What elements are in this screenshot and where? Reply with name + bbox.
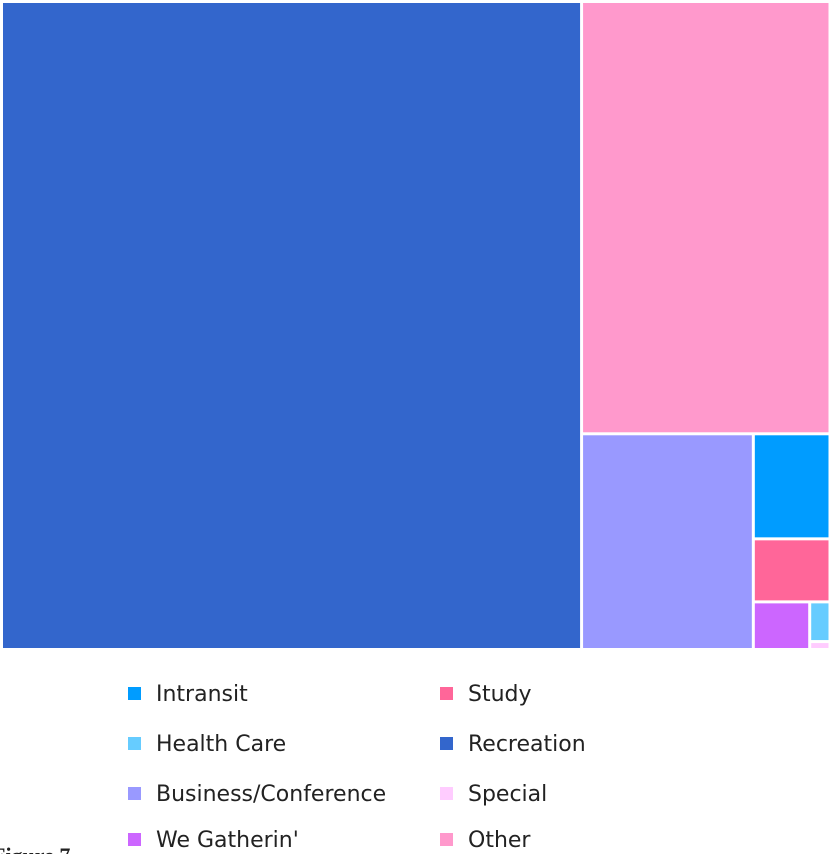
treemap-cell [583, 435, 752, 648]
treemap-cell [811, 643, 829, 648]
legend-swatch [440, 737, 453, 750]
legend-swatch [128, 737, 141, 750]
legend-swatch [440, 787, 453, 800]
legend-label: Other [468, 828, 531, 853]
legend-swatch [128, 833, 141, 846]
figure-caption: Figure 7 [0, 843, 70, 854]
legend-swatch [128, 687, 141, 700]
legend-label: Recreation [468, 732, 586, 757]
treemap-cell [3, 3, 581, 648]
legend-label: Health Care [156, 732, 286, 757]
legend-label: Business/Conference [156, 782, 386, 807]
legend-swatch [440, 833, 453, 846]
treemap-cell [754, 540, 829, 601]
treemap-cell [754, 435, 829, 538]
legend-label: We Gatherin' [156, 828, 299, 853]
treemap-cell [754, 603, 809, 648]
legend-swatch [440, 687, 453, 700]
treemap-cell [811, 603, 829, 641]
legend-label: Special [468, 782, 547, 807]
legend-swatch [128, 787, 141, 800]
legend-label: Intransit [156, 682, 248, 707]
legend-label: Study [468, 682, 532, 707]
treemap-cell [583, 3, 829, 433]
